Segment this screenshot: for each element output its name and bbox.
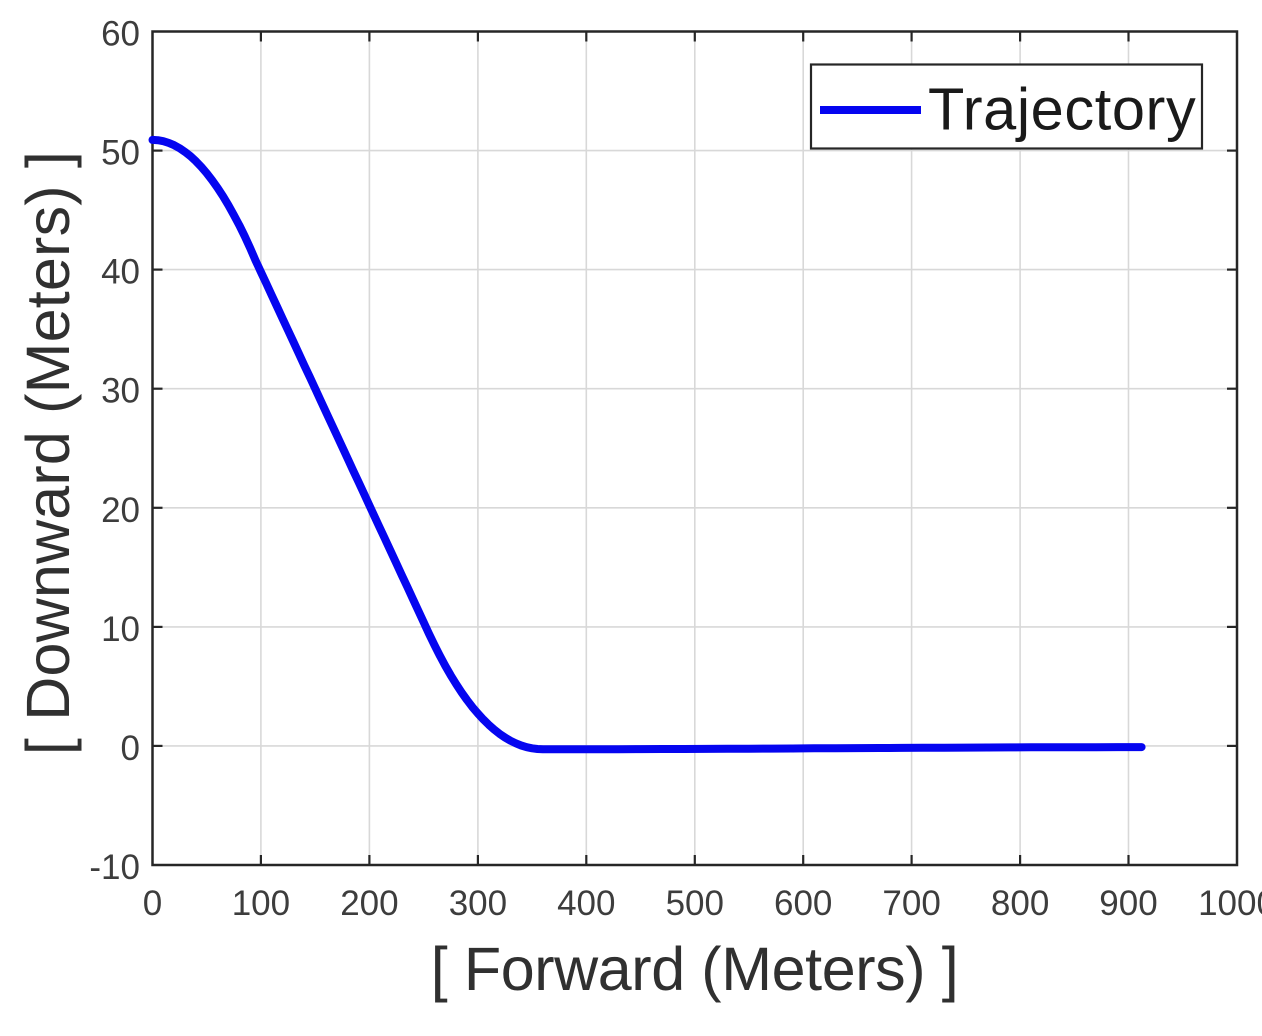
svg-text:60: 60 bbox=[101, 15, 140, 54]
svg-text:600: 600 bbox=[774, 884, 832, 923]
svg-text:[ Downward (Meters) ]: [ Downward (Meters) ] bbox=[14, 151, 82, 755]
svg-text:1000: 1000 bbox=[1198, 884, 1262, 923]
svg-text:0: 0 bbox=[143, 884, 162, 923]
svg-text:20: 20 bbox=[101, 491, 140, 530]
svg-text:700: 700 bbox=[882, 884, 940, 923]
svg-text:50: 50 bbox=[101, 134, 140, 173]
svg-text:-10: -10 bbox=[89, 848, 140, 887]
svg-text:0: 0 bbox=[121, 729, 140, 768]
svg-text:10: 10 bbox=[101, 610, 140, 649]
svg-text:100: 100 bbox=[232, 884, 290, 923]
svg-text:Trajectory: Trajectory bbox=[928, 76, 1196, 143]
svg-text:[ Forward (Meters) ]: [ Forward (Meters) ] bbox=[431, 935, 959, 1003]
svg-text:900: 900 bbox=[1099, 884, 1157, 923]
svg-text:200: 200 bbox=[340, 884, 398, 923]
svg-text:500: 500 bbox=[666, 884, 724, 923]
svg-text:40: 40 bbox=[101, 253, 140, 292]
svg-text:30: 30 bbox=[101, 372, 140, 411]
svg-text:800: 800 bbox=[991, 884, 1049, 923]
svg-text:400: 400 bbox=[557, 884, 615, 923]
svg-text:300: 300 bbox=[449, 884, 507, 923]
